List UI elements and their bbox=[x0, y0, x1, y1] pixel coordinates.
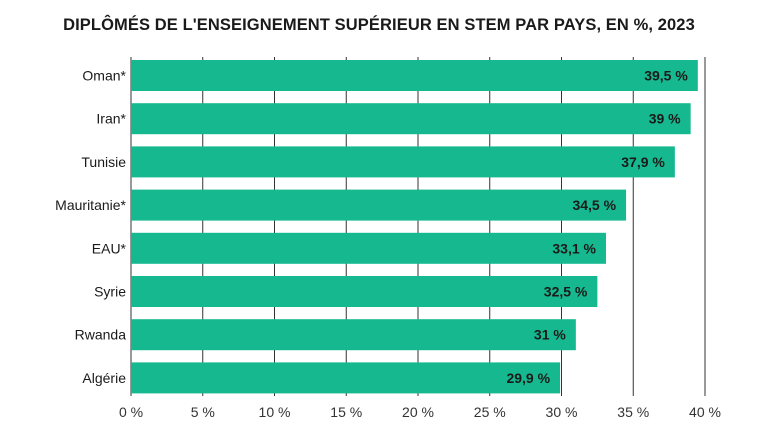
bar bbox=[131, 103, 691, 135]
x-tick-label: 40 % bbox=[689, 404, 721, 420]
bar bbox=[131, 146, 675, 178]
value-label: 29,9 % bbox=[506, 370, 550, 386]
x-tick-label: 5 % bbox=[191, 404, 215, 420]
bars bbox=[131, 60, 698, 394]
bar bbox=[131, 189, 627, 221]
x-tick-label: 10 % bbox=[259, 404, 291, 420]
x-tick-label: 25 % bbox=[474, 404, 506, 420]
labels: 0 % 5 % 10 % 15 % 20 % 25 % 30 % 35 % 40 % Oman* 3… bbox=[55, 68, 721, 421]
x-tick-label: 20 % bbox=[402, 404, 434, 420]
bar bbox=[131, 362, 561, 394]
category-label: EAU* bbox=[92, 240, 127, 256]
category-label: Rwanda bbox=[75, 327, 127, 343]
value-label: 37,9 % bbox=[621, 154, 665, 170]
bar bbox=[131, 232, 606, 264]
x-tick-label: 30 % bbox=[546, 404, 578, 420]
bar bbox=[131, 319, 576, 351]
value-label: 39,5 % bbox=[644, 68, 688, 84]
category-label: Tunisie bbox=[81, 154, 126, 170]
category-label: Iran* bbox=[96, 111, 126, 127]
x-tick-label: 15 % bbox=[330, 404, 362, 420]
value-label: 39 % bbox=[649, 111, 681, 127]
category-label: Algérie bbox=[82, 370, 126, 386]
value-label: 32,5 % bbox=[544, 284, 588, 300]
x-tick-label: 0 % bbox=[119, 404, 143, 420]
category-label: Oman* bbox=[82, 68, 126, 84]
value-label: 34,5 % bbox=[572, 197, 616, 213]
value-label: 31 % bbox=[534, 327, 566, 343]
bar bbox=[131, 276, 598, 307]
x-tick-label: 35 % bbox=[617, 404, 649, 420]
chart-title: DIPLÔMÉS DE L'ENSEIGNEMENT SUPÉRIEUR EN … bbox=[63, 16, 695, 34]
category-label: Syrie bbox=[94, 284, 126, 300]
value-label: 33,1 % bbox=[552, 240, 596, 256]
bar bbox=[131, 60, 698, 91]
category-label: Mauritanie* bbox=[55, 197, 126, 213]
